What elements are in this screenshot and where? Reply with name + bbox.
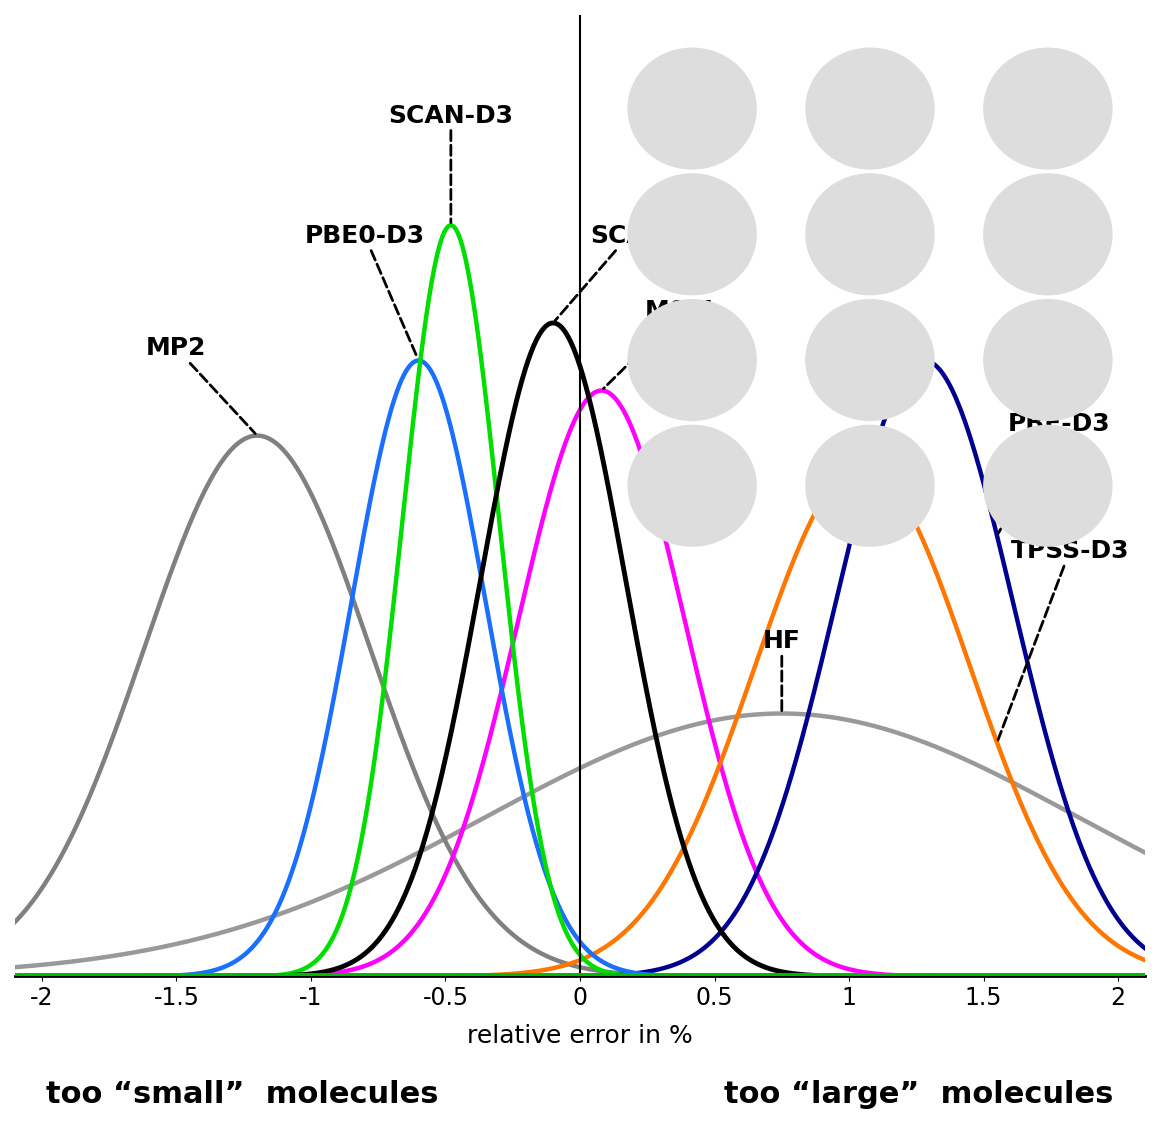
Text: PBE-D3: PBE-D3 bbox=[999, 411, 1110, 534]
Circle shape bbox=[628, 425, 756, 546]
Circle shape bbox=[984, 425, 1112, 546]
Circle shape bbox=[806, 48, 934, 169]
Text: too “large”  molecules: too “large” molecules bbox=[724, 1080, 1114, 1109]
Circle shape bbox=[984, 174, 1112, 295]
Text: SCAN-D3: SCAN-D3 bbox=[389, 104, 514, 223]
Circle shape bbox=[984, 48, 1112, 169]
Text: SCAN: SCAN bbox=[554, 224, 667, 321]
Text: PBE0-D3: PBE0-D3 bbox=[305, 224, 425, 358]
Circle shape bbox=[628, 48, 756, 169]
Text: too “small”  molecules: too “small” molecules bbox=[46, 1080, 438, 1109]
Text: TPSS-D3: TPSS-D3 bbox=[998, 539, 1129, 740]
Text: M06L: M06L bbox=[603, 299, 720, 389]
Circle shape bbox=[628, 174, 756, 295]
X-axis label: relative error in %: relative error in % bbox=[467, 1024, 693, 1048]
Text: HF: HF bbox=[763, 630, 800, 711]
Circle shape bbox=[806, 425, 934, 546]
Circle shape bbox=[806, 174, 934, 295]
Circle shape bbox=[628, 299, 756, 421]
Circle shape bbox=[984, 299, 1112, 421]
Text: MP2: MP2 bbox=[146, 336, 255, 433]
Circle shape bbox=[806, 299, 934, 421]
